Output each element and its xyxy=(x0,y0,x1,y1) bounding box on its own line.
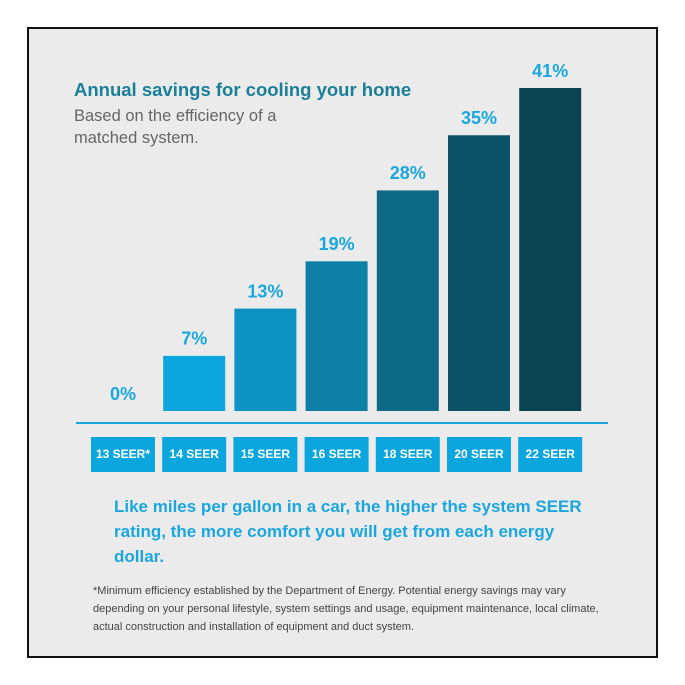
x-tick-label: 15 SEER xyxy=(241,447,291,461)
x-tick-label: 14 SEER xyxy=(170,447,220,461)
category-box xyxy=(518,437,583,472)
x-tick-label: 22 SEER xyxy=(526,447,576,461)
category-box xyxy=(91,437,155,472)
category-box xyxy=(162,437,227,472)
chart-subtitle: Based on the efficiency of a matched sys… xyxy=(74,107,277,147)
annotation: Like miles per gallon in a car, the high… xyxy=(114,497,582,566)
value-label: 7% xyxy=(181,329,207,349)
value-label: 35% xyxy=(461,108,497,128)
bar xyxy=(163,355,226,411)
category-box xyxy=(375,437,440,472)
x-tick-label: 16 SEER xyxy=(312,447,362,461)
bar xyxy=(448,135,510,411)
x-tick-label: 18 SEER xyxy=(383,447,433,461)
x-tick-label: 20 SEER xyxy=(454,447,504,461)
bar xyxy=(305,261,368,411)
bar xyxy=(234,308,297,411)
category-box xyxy=(304,437,369,472)
value-label: 28% xyxy=(390,163,426,183)
bar xyxy=(376,190,439,411)
x-tick-label: 13 SEER* xyxy=(96,447,150,461)
category-box xyxy=(447,437,511,472)
value-label: 13% xyxy=(247,281,283,301)
value-label: 19% xyxy=(319,234,355,254)
value-label: 0% xyxy=(110,384,136,404)
category-box xyxy=(233,437,298,472)
footnote: *Minimum efficiency established by the D… xyxy=(93,585,599,633)
chart-title: Annual savings for cooling your home xyxy=(74,79,412,100)
bar xyxy=(519,88,582,411)
value-label: 41% xyxy=(532,61,568,81)
